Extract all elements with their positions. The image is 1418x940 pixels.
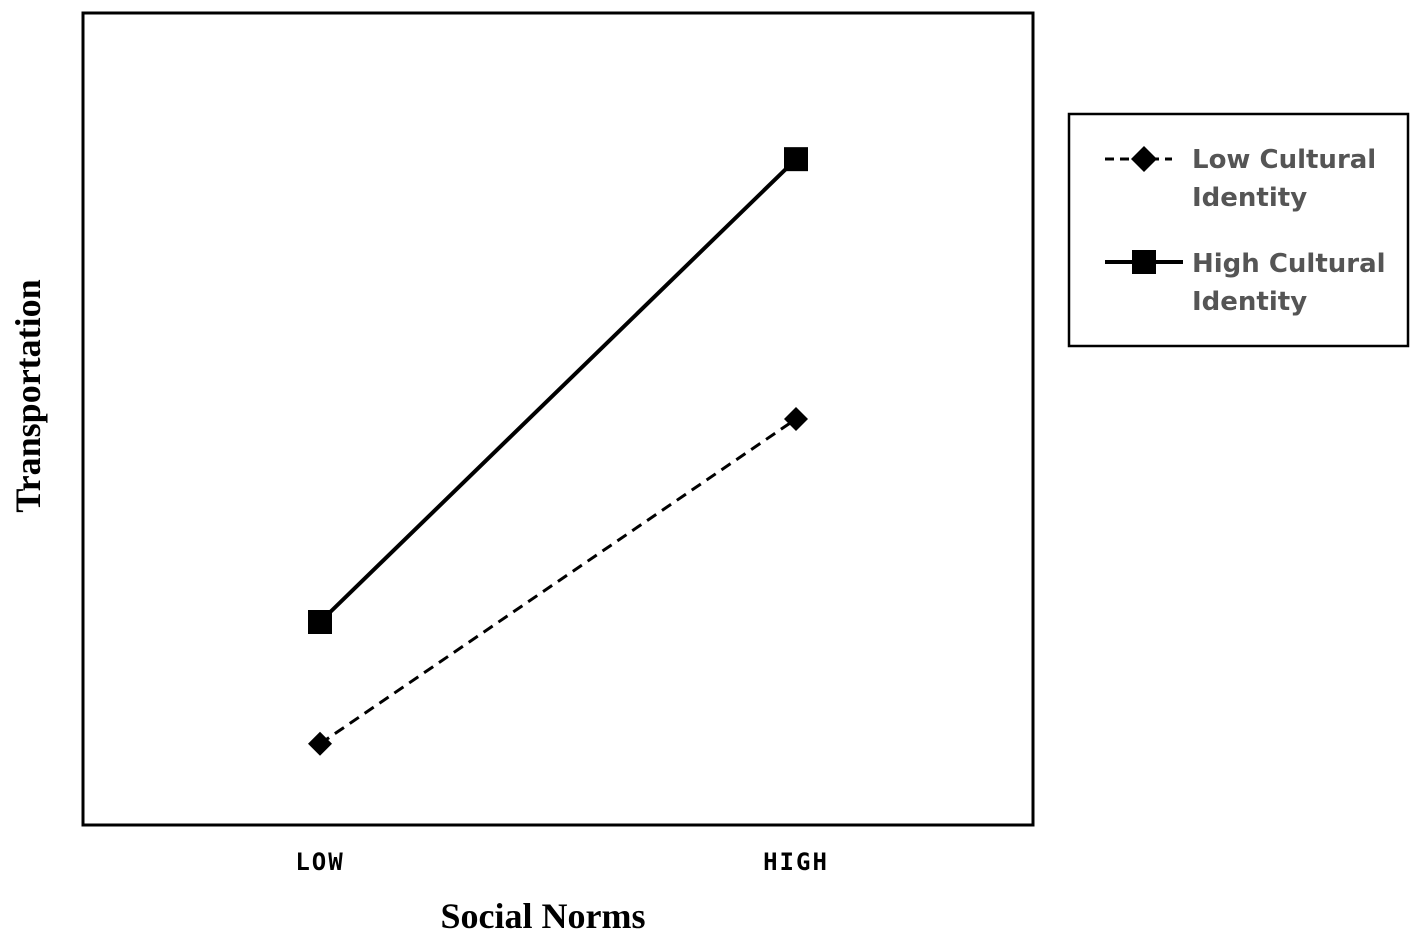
plot-area-frame [81, 11, 1035, 827]
x-tick-label-high: HIGH [763, 848, 829, 876]
x-axis-title: Social Norms [441, 896, 646, 936]
x-tick-label-low: LOW [295, 848, 344, 876]
data-point-high-cultural-identity-low [308, 610, 332, 634]
data-point-high-cultural-identity-high [784, 147, 808, 172]
series-line-low-cultural-identity [319, 417, 797, 746]
series-line-high-cultural-identity [318, 157, 798, 624]
legend-square-marker-icon [1132, 250, 1156, 274]
data-point-low-cultural-identity-high [784, 407, 808, 431]
legend-label-high-cultural-identity-line2: Identity [1192, 287, 1307, 317]
data-point-low-cultural-identity-low [308, 731, 332, 756]
legend-label-high-cultural-identity-line1: High Cultural [1192, 249, 1386, 279]
legend-diamond-marker-icon [1131, 146, 1157, 172]
y-axis-title: Transportation [8, 279, 48, 512]
series-layer [308, 147, 808, 756]
legend: Low Cultural Identity High Cultural Iden… [1067, 112, 1410, 348]
legend-box [1067, 112, 1410, 348]
legend-label-low-cultural-identity-line1: Low Cultural [1192, 145, 1376, 175]
legend-label-low-cultural-identity-line2: Identity [1192, 183, 1307, 213]
